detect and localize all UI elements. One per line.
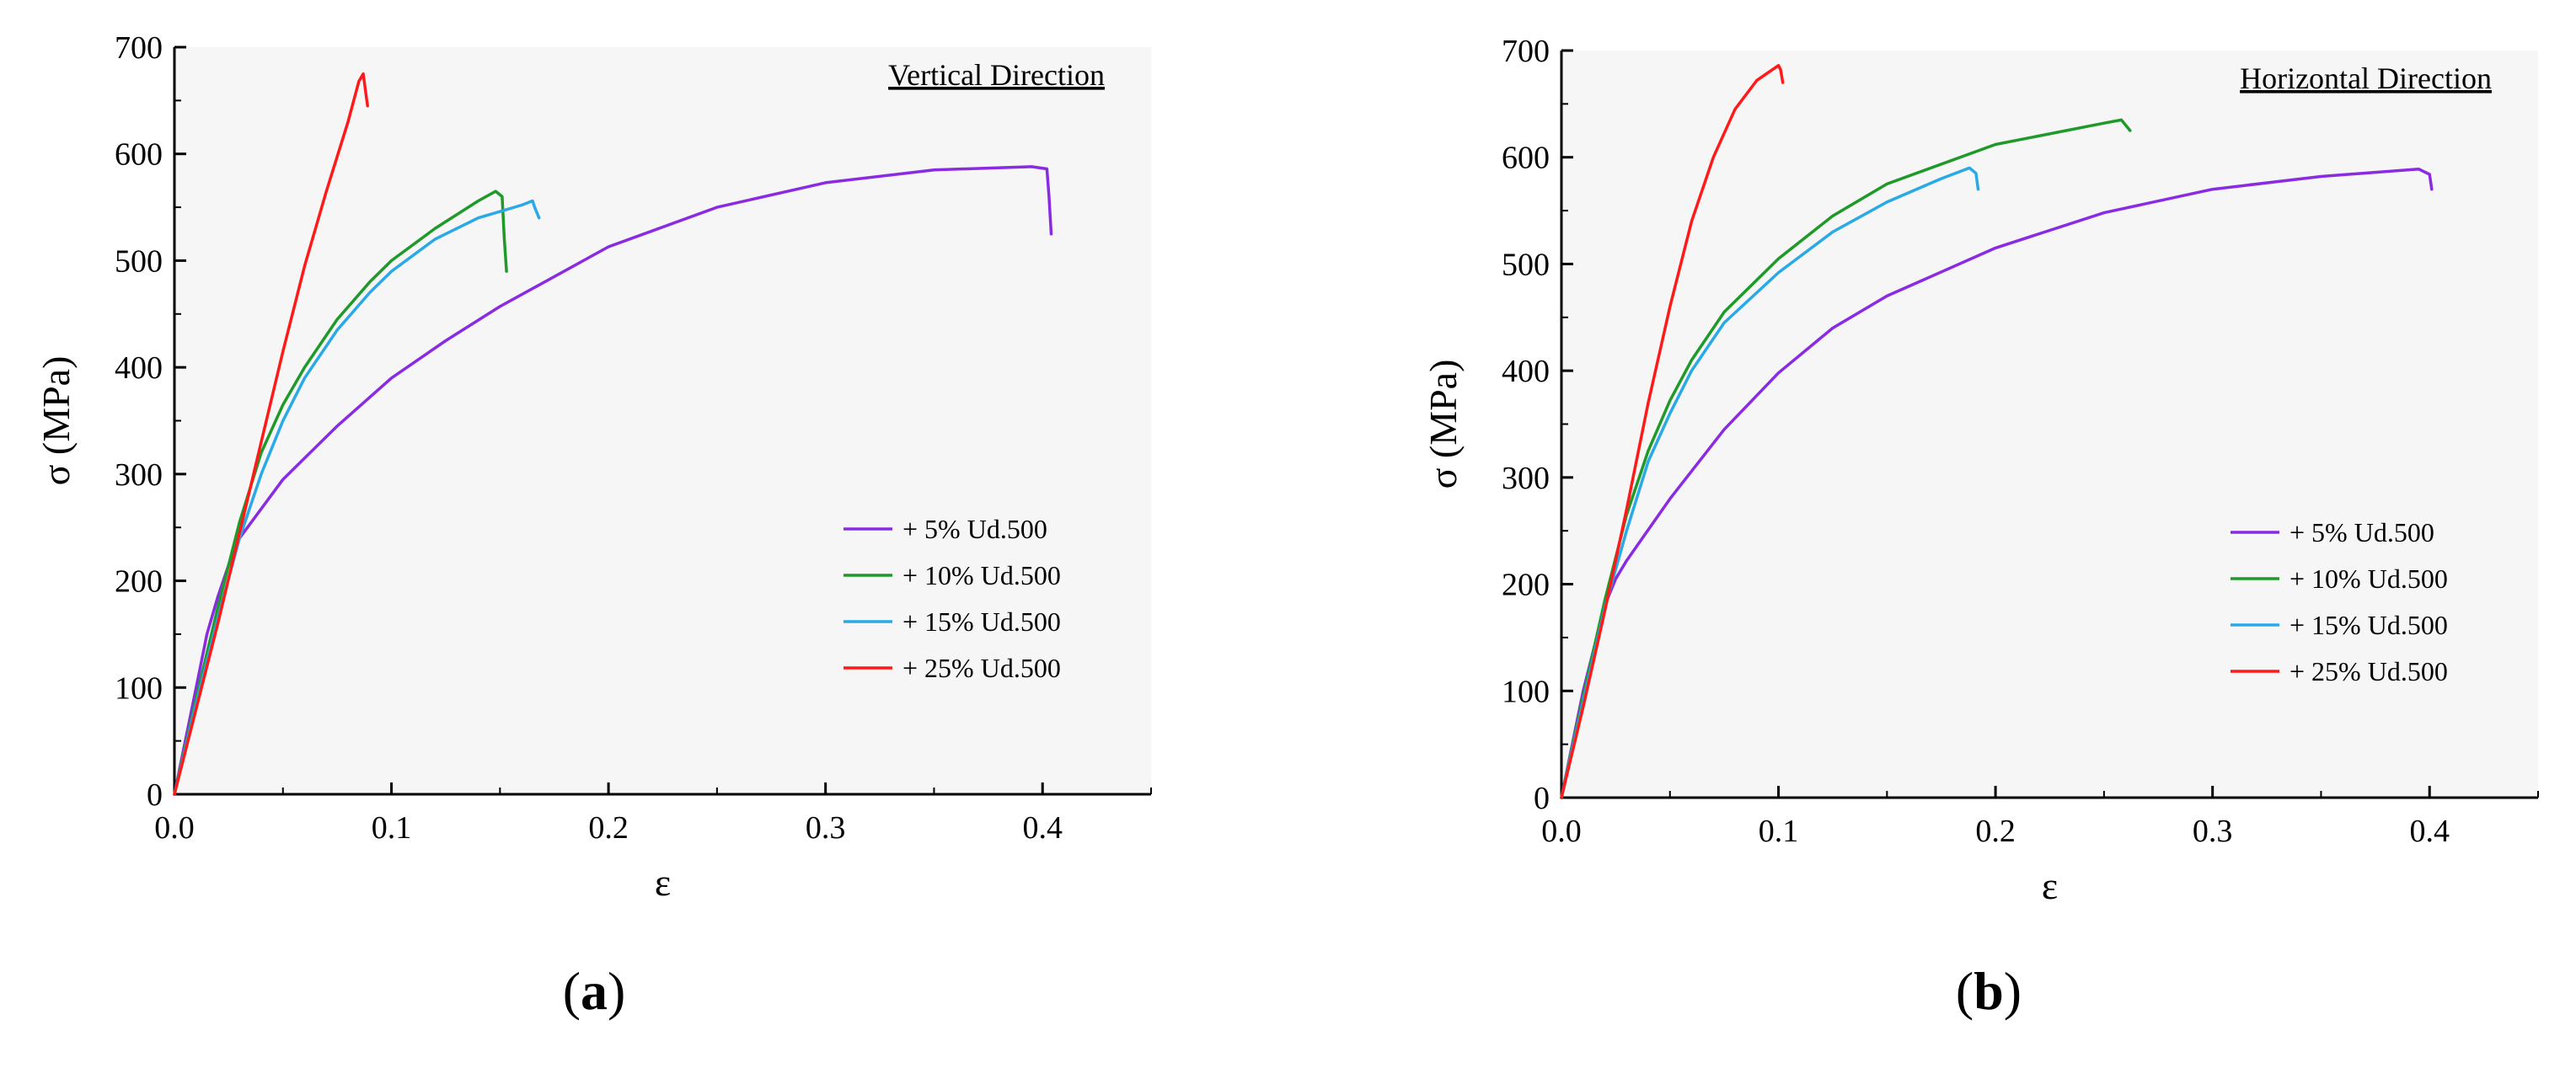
y-tick-label: 700	[115, 30, 163, 66]
panel-label-a: (a)	[563, 961, 626, 1021]
y-tick-label: 100	[1502, 674, 1550, 709]
y-tick-label: 700	[1502, 34, 1550, 69]
series-line-3	[173, 72, 369, 796]
plot-background	[1561, 51, 2538, 798]
x-tick-label: 0.4	[1022, 810, 1063, 846]
x-tick-label: 0.0	[1541, 814, 1582, 849]
legend-label-1: + 10% Ud.500	[902, 560, 1061, 590]
y-tick-label: 200	[1502, 568, 1550, 603]
x-axis-title: ε	[2042, 864, 2058, 907]
legend-label-1: + 10% Ud.500	[2289, 563, 2448, 594]
legend-label-3: + 25% Ud.500	[902, 653, 1061, 683]
x-tick-label: 0.2	[588, 810, 629, 846]
panel-vertical-direction: 0 100 200 300 400 500 600 700 0.0 0.1 0.2 0.3 0.4 Ve…	[35, 30, 1152, 904]
y-tick-label: 0	[147, 777, 163, 813]
y-tick-label: 500	[1502, 247, 1550, 282]
y-tick-label: 600	[1502, 141, 1550, 176]
panel-label-b: (b)	[1956, 961, 2022, 1021]
series-line-1	[173, 190, 508, 796]
x-tick-label: 0.3	[806, 810, 846, 846]
x-tick-label: 0.3	[2193, 814, 2233, 849]
legend-label-2: + 15% Ud.500	[2289, 610, 2448, 640]
series-line-3	[1560, 63, 1785, 799]
legend-label-3: + 25% Ud.500	[2289, 656, 2448, 686]
legend-label-2: + 15% Ud.500	[902, 606, 1061, 637]
y-tick-label: 300	[115, 457, 163, 493]
x-tick-label: 0.1	[1759, 814, 1799, 849]
y-axis-title: σ (MPa)	[1422, 360, 1465, 489]
panel-horizontal-direction: 0 100 200 300 400 500 600 700 0.0 0.1 0.2 0.3 0.4 Ho…	[1422, 34, 2539, 907]
legend-label-0: + 5% Ud.500	[2289, 517, 2434, 547]
chart-header-title: Horizontal Direction	[2240, 61, 2492, 95]
y-axis-title: σ (MPa)	[35, 356, 78, 486]
x-tick-label: 0.1	[372, 810, 412, 846]
y-tick-label: 100	[115, 670, 163, 706]
chart-header-title: Vertical Direction	[888, 58, 1105, 92]
legend: + 5% Ud.500 + 10% Ud.500 + 15% Ud.500 + 25%…	[2231, 517, 2448, 686]
x-axis-title: ε	[655, 861, 671, 904]
x-tick-label: 0.4	[2409, 814, 2450, 849]
y-tick-label: 200	[115, 564, 163, 600]
plot-background	[174, 47, 1151, 794]
y-tick-label: 500	[115, 243, 163, 279]
y-tick-label: 600	[115, 137, 163, 173]
x-tick-label: 0.2	[1975, 814, 2016, 849]
series-line-0	[173, 165, 1053, 796]
y-tick-label: 400	[1502, 354, 1550, 389]
y-tick-label: 0	[1534, 781, 1550, 816]
legend: + 5% Ud.500 + 10% Ud.500 + 15% Ud.500 + 25%…	[843, 514, 1061, 683]
y-tick-label: 300	[1502, 461, 1550, 496]
legend-label-0: + 5% Ud.500	[902, 514, 1047, 544]
y-tick-label: 400	[115, 350, 163, 386]
x-tick-label: 0.0	[154, 810, 195, 846]
